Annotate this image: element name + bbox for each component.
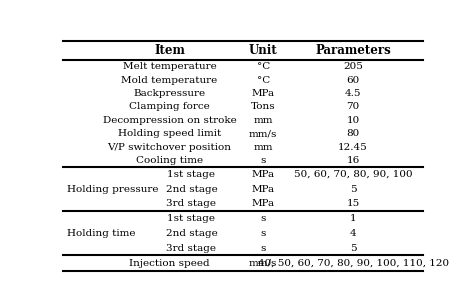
- Text: 12.45: 12.45: [338, 142, 368, 152]
- Text: V/P switchover position: V/P switchover position: [108, 142, 231, 152]
- Text: 1: 1: [350, 214, 356, 223]
- Text: Parameters: Parameters: [315, 44, 391, 57]
- Text: 1st stage: 1st stage: [167, 214, 216, 223]
- Text: Mold temperature: Mold temperature: [121, 76, 218, 85]
- Text: 2nd stage: 2nd stage: [165, 229, 218, 238]
- Text: Holding speed limit: Holding speed limit: [118, 129, 221, 138]
- Text: Holding time: Holding time: [66, 229, 135, 238]
- Text: 50, 60, 70, 80, 90, 100: 50, 60, 70, 80, 90, 100: [294, 170, 412, 179]
- Text: Tons: Tons: [251, 102, 275, 111]
- Text: s: s: [260, 229, 266, 238]
- Text: mm: mm: [254, 116, 273, 125]
- Text: 15: 15: [346, 200, 360, 208]
- Text: Holding pressure: Holding pressure: [66, 185, 158, 194]
- Text: °C: °C: [256, 62, 270, 71]
- Text: Decompression on stroke: Decompression on stroke: [102, 116, 237, 125]
- Text: 3rd stage: 3rd stage: [166, 244, 217, 253]
- Text: 4.5: 4.5: [345, 89, 361, 98]
- Text: 16: 16: [346, 156, 360, 165]
- Text: 40, 50, 60, 70, 80, 90, 100, 110, 120: 40, 50, 60, 70, 80, 90, 100, 110, 120: [257, 259, 449, 268]
- Text: 4: 4: [350, 229, 356, 238]
- Text: Unit: Unit: [249, 44, 277, 57]
- Text: Item: Item: [154, 44, 185, 57]
- Text: Melt temperature: Melt temperature: [123, 62, 216, 71]
- Text: °C: °C: [256, 76, 270, 85]
- Text: mm/s: mm/s: [249, 129, 277, 138]
- Text: Backpressure: Backpressure: [133, 89, 206, 98]
- Text: 2nd stage: 2nd stage: [165, 185, 218, 194]
- Text: 1st stage: 1st stage: [167, 170, 216, 179]
- Text: 80: 80: [346, 129, 360, 138]
- Text: 5: 5: [350, 185, 356, 194]
- Text: Clamping force: Clamping force: [129, 102, 210, 111]
- Text: s: s: [260, 156, 266, 165]
- Text: 60: 60: [346, 76, 360, 85]
- Text: Cooling time: Cooling time: [136, 156, 203, 165]
- Text: s: s: [260, 214, 266, 223]
- Text: 70: 70: [346, 102, 360, 111]
- Text: Injection speed: Injection speed: [129, 259, 210, 268]
- Text: s: s: [260, 244, 266, 253]
- Text: 10: 10: [346, 116, 360, 125]
- Text: MPa: MPa: [252, 200, 275, 208]
- Text: MPa: MPa: [252, 185, 275, 194]
- Text: mm: mm: [254, 142, 273, 152]
- Text: MPa: MPa: [252, 89, 275, 98]
- Text: 3rd stage: 3rd stage: [166, 200, 217, 208]
- Text: 205: 205: [343, 62, 363, 71]
- Text: MPa: MPa: [252, 170, 275, 179]
- Text: mm/s: mm/s: [249, 259, 277, 268]
- Text: 5: 5: [350, 244, 356, 253]
